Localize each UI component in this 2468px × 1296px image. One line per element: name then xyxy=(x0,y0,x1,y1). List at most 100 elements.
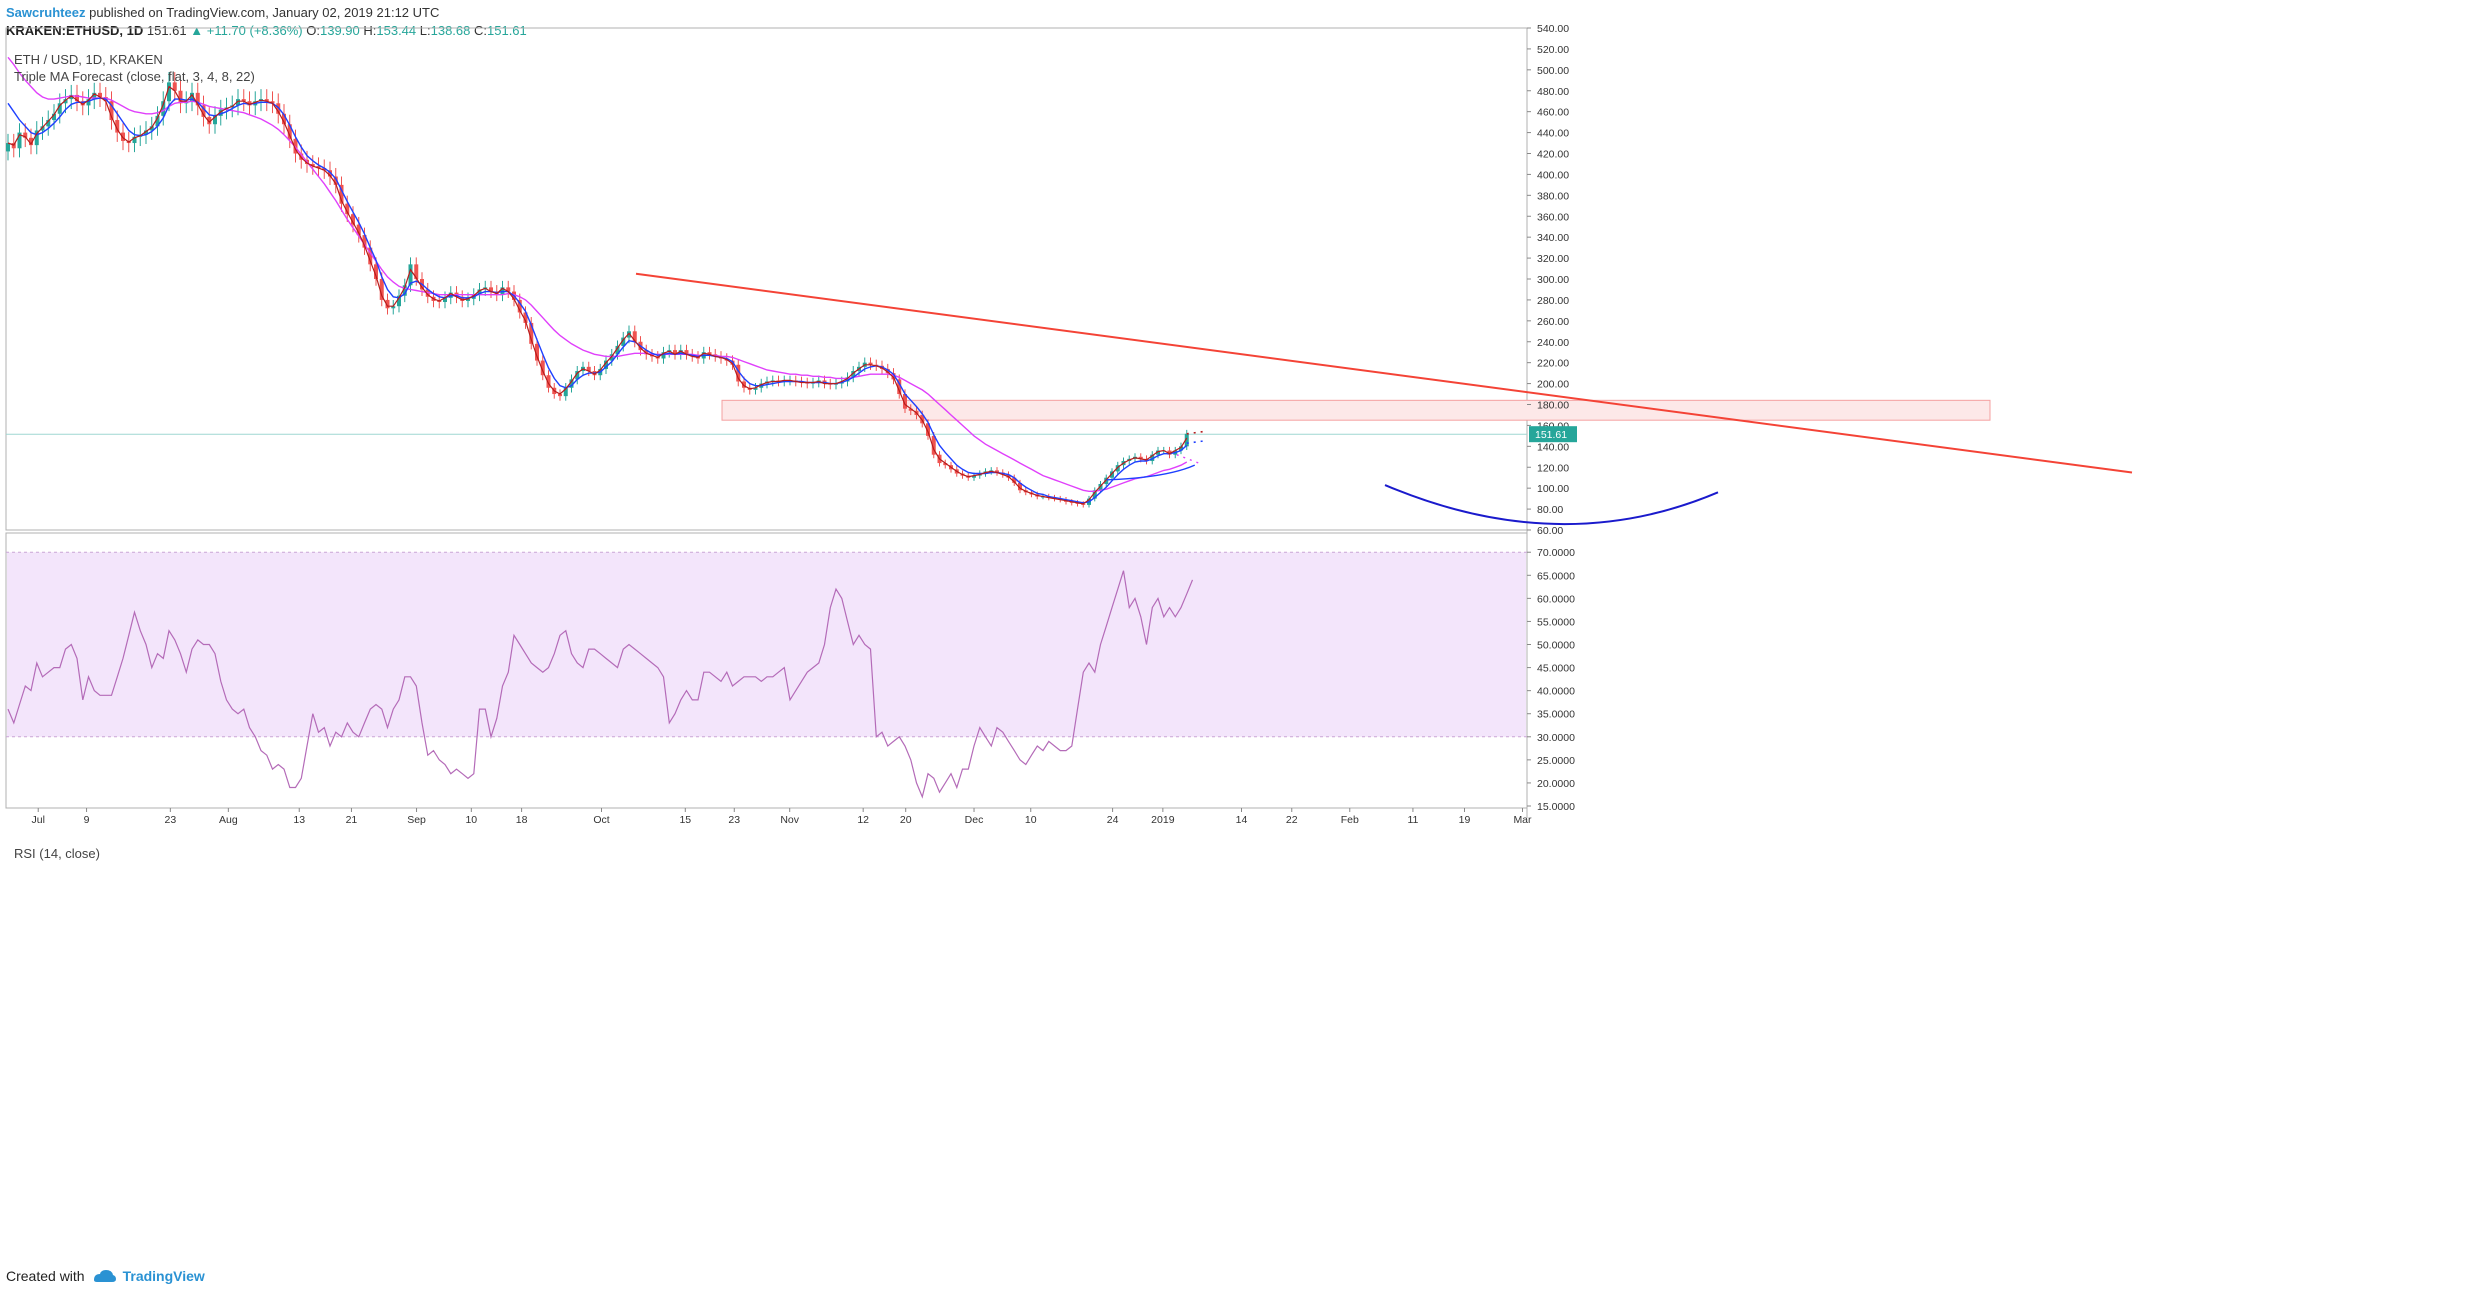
price-tick-label: 240.00 xyxy=(1537,337,1569,349)
candle-body xyxy=(34,130,39,146)
candle-body xyxy=(29,137,33,146)
candle-body xyxy=(213,115,217,125)
author-name[interactable]: Sawcruhteez xyxy=(6,5,86,20)
candle-body xyxy=(282,113,286,125)
candle-body xyxy=(339,184,344,204)
publish-header: Sawcruhteez published on TradingView.com… xyxy=(6,4,439,22)
candle-body xyxy=(868,362,873,365)
rounding-bottom-arc xyxy=(1384,484,1719,526)
candle-body xyxy=(1098,483,1103,491)
price-tick-label: 380.00 xyxy=(1537,190,1569,202)
price-tick-label: 320.00 xyxy=(1537,253,1569,265)
candle-body xyxy=(1138,456,1143,459)
rsi-tick-label: 15.0000 xyxy=(1537,801,1575,813)
candle-body xyxy=(845,377,850,382)
candle-body xyxy=(891,373,896,380)
price-tick-label: 100.00 xyxy=(1537,483,1569,495)
candle-body xyxy=(851,371,856,378)
price-tick-label: 480.00 xyxy=(1537,86,1569,98)
ma-mid-forecast xyxy=(1106,464,1196,481)
time-tick-label: 15 xyxy=(679,814,691,826)
time-tick-label: Sep xyxy=(407,814,426,826)
created-with-label: Created with xyxy=(6,1268,85,1284)
candle-body xyxy=(374,264,378,279)
candle-body xyxy=(195,92,200,106)
descending-trendline xyxy=(635,272,2133,474)
ma-slow-line xyxy=(7,56,1188,492)
symbol-label: KRAKEN:ETHUSD, 1D xyxy=(6,23,144,38)
candle-body xyxy=(908,408,913,411)
candle-body xyxy=(379,279,384,300)
candle-body xyxy=(529,322,534,344)
rsi-tick-label: 35.0000 xyxy=(1537,709,1575,721)
candle-body xyxy=(609,354,614,361)
candle-body xyxy=(92,92,97,100)
moving-averages-layer xyxy=(7,56,1719,526)
candle-body xyxy=(1179,446,1183,451)
candle-body xyxy=(1156,450,1160,455)
price-tick-label: 220.00 xyxy=(1537,358,1569,370)
candle-body xyxy=(144,130,148,135)
time-tick-label: 11 xyxy=(1407,814,1418,826)
rsi-tick-label: 20.0000 xyxy=(1537,778,1575,790)
rsi-tick-label: 50.0000 xyxy=(1537,640,1575,652)
time-tick-label: 14 xyxy=(1236,814,1248,826)
candle-body xyxy=(397,295,401,307)
candle-body xyxy=(40,126,45,131)
time-tick-label: 10 xyxy=(465,814,477,826)
candle-body xyxy=(569,379,574,388)
price-tick-label: 520.00 xyxy=(1537,44,1569,56)
candle-body xyxy=(1110,471,1114,478)
candle-body xyxy=(52,113,56,121)
time-tick-label: Oct xyxy=(593,814,609,826)
ohlc-h-value: 153.44 xyxy=(376,23,417,38)
time-tick-label: Jul xyxy=(32,814,45,826)
candle-body xyxy=(563,387,568,397)
candle-body xyxy=(17,132,22,149)
tradingview-brand[interactable]: TradingView xyxy=(122,1268,205,1284)
candle-body xyxy=(98,92,102,98)
candle-body xyxy=(885,368,890,374)
price-tick-label: 420.00 xyxy=(1537,149,1569,161)
candle-body xyxy=(736,364,741,382)
candle-body xyxy=(161,101,166,116)
candle-body xyxy=(644,350,649,355)
time-tick-label: 10 xyxy=(1025,814,1037,826)
candle-body xyxy=(385,299,390,309)
price-change: ▲ +11.70 (+8.36%) xyxy=(190,23,303,38)
last-price-tag xyxy=(1529,426,1577,443)
candle-body xyxy=(75,94,79,102)
resistance-zone xyxy=(721,399,1991,421)
candle-body xyxy=(207,116,212,125)
candle-body xyxy=(1150,454,1155,461)
trendline-layer xyxy=(6,272,2133,474)
rsi-tick-label: 40.0000 xyxy=(1537,686,1575,698)
ohlc-o-label: O: xyxy=(306,23,320,38)
ma-fast-line xyxy=(7,85,1188,505)
candle-body xyxy=(926,423,930,436)
candle-body xyxy=(241,99,246,102)
candle-body xyxy=(443,297,447,303)
candle-body xyxy=(57,103,62,114)
candle-body xyxy=(408,264,413,286)
candle-body xyxy=(167,82,171,102)
tradingview-logo-icon xyxy=(93,1270,116,1282)
price-tick-label: 140.00 xyxy=(1537,441,1569,453)
price-tick-label: 260.00 xyxy=(1537,316,1569,328)
rsi-tick-label: 70.0000 xyxy=(1537,547,1575,559)
candles-layer xyxy=(6,72,1189,508)
candle-body xyxy=(523,312,528,323)
candle-body xyxy=(466,298,470,301)
candle-body xyxy=(995,470,999,473)
rsi-line xyxy=(7,570,1194,799)
candle-body xyxy=(632,331,637,342)
price-pane-frame xyxy=(5,27,1528,531)
candle-body xyxy=(1115,465,1120,472)
rsi-layer xyxy=(6,551,1527,799)
candle-body xyxy=(310,163,315,167)
price-tick-label: 300.00 xyxy=(1537,274,1569,286)
candle-body xyxy=(218,109,223,116)
price-tick-label: 280.00 xyxy=(1537,295,1569,307)
time-tick-label: 9 xyxy=(84,814,90,826)
